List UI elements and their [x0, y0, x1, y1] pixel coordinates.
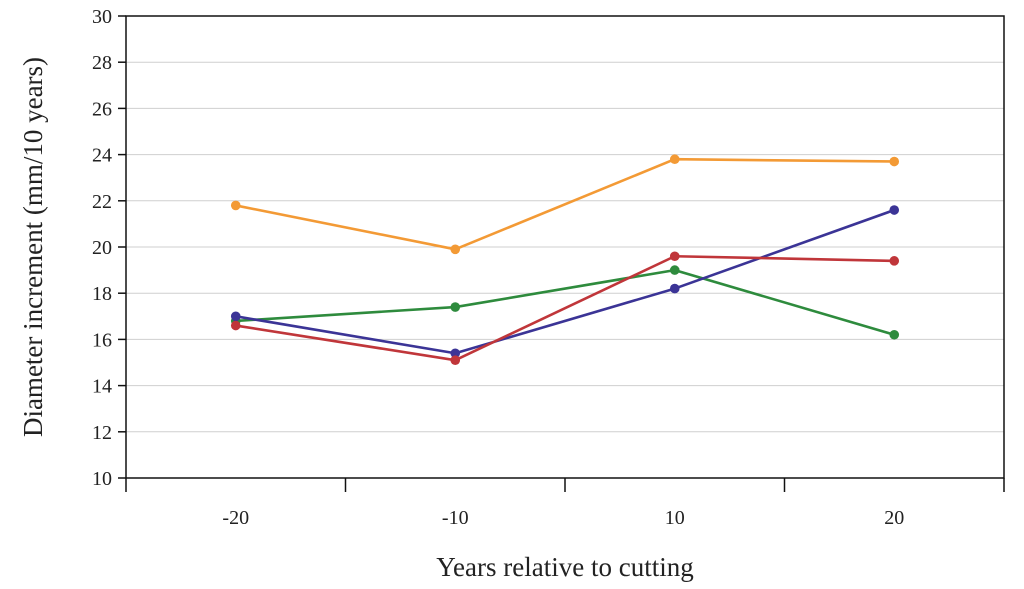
- y-tick-label: 26: [92, 98, 112, 120]
- x-tick-label: 10: [665, 507, 685, 529]
- y-tick-label: 22: [92, 191, 112, 213]
- y-tick-label: 24: [92, 145, 112, 167]
- series-layer: [230, 154, 900, 365]
- plot-frame: [125, 15, 1005, 479]
- y-tick-label: 18: [92, 283, 112, 305]
- series-1: [230, 154, 900, 255]
- y-axis-title: Diameter increment (mm/10 years): [18, 57, 48, 437]
- data-point: [889, 256, 900, 266]
- gridlines: [126, 61, 1004, 433]
- series-2: [230, 265, 900, 340]
- data-point: [450, 244, 461, 255]
- y-tick-label: 12: [92, 422, 112, 444]
- series-line: [235, 254, 895, 362]
- y-tick-label: 20: [92, 237, 112, 259]
- data-point: [230, 311, 241, 322]
- x-axis-title: Years relative to cutting: [436, 552, 693, 582]
- data-point: [450, 355, 461, 365]
- data-point: [669, 154, 680, 165]
- data-point: [669, 265, 680, 275]
- data-point: [669, 283, 680, 294]
- y-tick-label: 10: [92, 468, 112, 490]
- x-tick-label: 20: [884, 507, 904, 529]
- data-point: [450, 302, 461, 312]
- y-tick-label: 30: [92, 6, 112, 28]
- data-point: [450, 348, 461, 359]
- series-4: [230, 251, 900, 365]
- series-line: [235, 157, 895, 251]
- data-point: [230, 200, 241, 211]
- y-axis: 10 12 14 16 18 20 22 24 26 28 30: [92, 6, 126, 490]
- y-tick-label: 14: [92, 376, 112, 398]
- data-point: [669, 251, 680, 262]
- x-tick-label: -20: [222, 507, 249, 529]
- series-line: [235, 268, 895, 337]
- data-point: [889, 156, 900, 167]
- series-3: [230, 205, 900, 359]
- x-axis: -20 -10 10 20: [125, 478, 1005, 529]
- y-tick-label: 28: [92, 52, 112, 74]
- x-tick-label: -10: [442, 507, 469, 529]
- data-point: [889, 205, 900, 215]
- data-point: [230, 320, 241, 331]
- data-point: [889, 329, 900, 340]
- y-tick-label: 16: [92, 329, 112, 351]
- series-line: [235, 208, 895, 355]
